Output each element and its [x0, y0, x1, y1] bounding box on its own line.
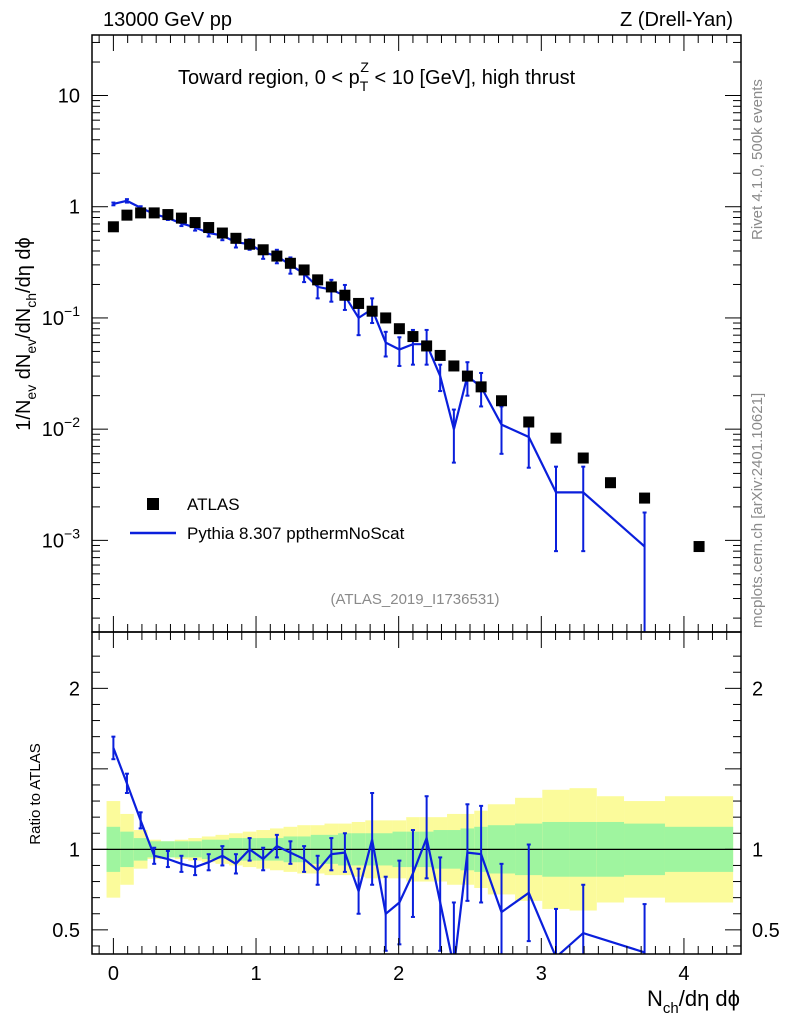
- atlas-data-point: [353, 297, 365, 309]
- ratio-y-tick-label-right: 2: [752, 678, 763, 700]
- main-y-tick-label: 10−3: [42, 525, 80, 552]
- atlas-data-point: [550, 432, 562, 444]
- atlas-data-point: [523, 416, 535, 428]
- main-y-tick-label: 10: [58, 86, 80, 108]
- atlas-data-point: [604, 477, 616, 489]
- atlas-data-point: [325, 281, 337, 293]
- atlas-data-point: [135, 207, 147, 219]
- atlas-data-point: [448, 360, 460, 372]
- mcplots-label: mcplots.cern.ch [arXiv:2401.10621]: [749, 393, 766, 628]
- atlas-data-point: [284, 257, 296, 269]
- x-tick-label: 0: [108, 963, 119, 985]
- atlas-data-point: [271, 250, 283, 262]
- atlas-data-point: [380, 312, 392, 324]
- main-y-tick-label: 1: [69, 197, 80, 219]
- atlas-data-point: [475, 381, 487, 393]
- atlas-data-point: [312, 274, 324, 286]
- legend-pythia-label: Pythia 8.307 ppthermNoScat: [187, 524, 405, 543]
- atlas-data-point: [407, 331, 419, 343]
- atlas-data-point: [189, 217, 201, 229]
- atlas-data-point: [244, 238, 256, 250]
- atlas-data-point: [121, 209, 133, 221]
- analysis-id-label: (ATLAS_2019_I1736531): [330, 591, 499, 608]
- atlas-data-point: [162, 209, 174, 221]
- ratio-uncertainty-bands: [92, 788, 741, 911]
- ratio-y-tick-label-left: 0.5: [52, 920, 80, 942]
- atlas-data-point: [203, 222, 215, 234]
- atlas-data-point: [257, 244, 269, 256]
- x-tick-label: 1: [250, 963, 261, 985]
- atlas-data-point: [298, 264, 310, 276]
- ratio-y-axis-label: Ratio to ATLAS: [27, 743, 44, 844]
- ratio-panel-data: [111, 735, 647, 954]
- main-panel-data: [107, 198, 705, 632]
- ratio-panel-frame: [91, 631, 742, 955]
- atlas-data-point: [216, 227, 228, 239]
- atlas-data-point: [339, 289, 351, 301]
- atlas-data-point: [577, 452, 589, 464]
- atlas-data-point: [148, 207, 160, 219]
- main-y-tick-label: 10−2: [42, 414, 80, 441]
- ratio-y-tick-label-right: 0.5: [752, 920, 780, 942]
- plot-title: Toward region, 0 < pTZ < 10 [GeV], high …: [178, 59, 576, 94]
- ratio-y-tick-label-right: 1: [752, 839, 763, 861]
- process-label: Z (Drell-Yan): [620, 9, 733, 31]
- main-y-tick-label: 10−1: [42, 303, 80, 330]
- atlas-data-point: [496, 395, 508, 407]
- atlas-data-point: [175, 212, 187, 224]
- x-axis-label: Nch/dη dϕ: [647, 986, 740, 1017]
- x-tick-label: 3: [536, 963, 547, 985]
- atlas-data-point: [639, 492, 651, 504]
- atlas-data-point: [230, 232, 242, 244]
- x-tick-label: 4: [678, 963, 689, 985]
- axes: 10 1 10−1 10−2 10−3 0 1 2 3 4 0.5 0.5 1 1 2 2: [42, 35, 780, 985]
- legend-atlas-label: ATLAS: [187, 495, 240, 514]
- atlas-data-point: [107, 221, 119, 233]
- atlas-data-point: [393, 323, 405, 335]
- ratio-y-tick-label-left: 2: [69, 678, 80, 700]
- atlas-data-point: [434, 349, 446, 361]
- x-tick-label: 2: [393, 963, 404, 985]
- collision-label: 13000 GeV pp: [103, 9, 232, 31]
- rivet-version-label: Rivet 4.1.0, 500k events: [749, 79, 766, 240]
- ratio-y-tick-label-left: 1: [69, 839, 80, 861]
- atlas-data-point: [461, 370, 473, 382]
- atlas-data-point: [421, 340, 433, 352]
- legend: ATLAS Pythia 8.307 ppthermNoScat: [130, 495, 405, 543]
- legend-atlas-marker: [147, 498, 159, 510]
- main-y-axis-label: 1/Nev dNev/dNch/dη dϕ: [13, 237, 39, 430]
- atlas-data-point: [693, 541, 705, 553]
- atlas-data-point: [366, 305, 378, 317]
